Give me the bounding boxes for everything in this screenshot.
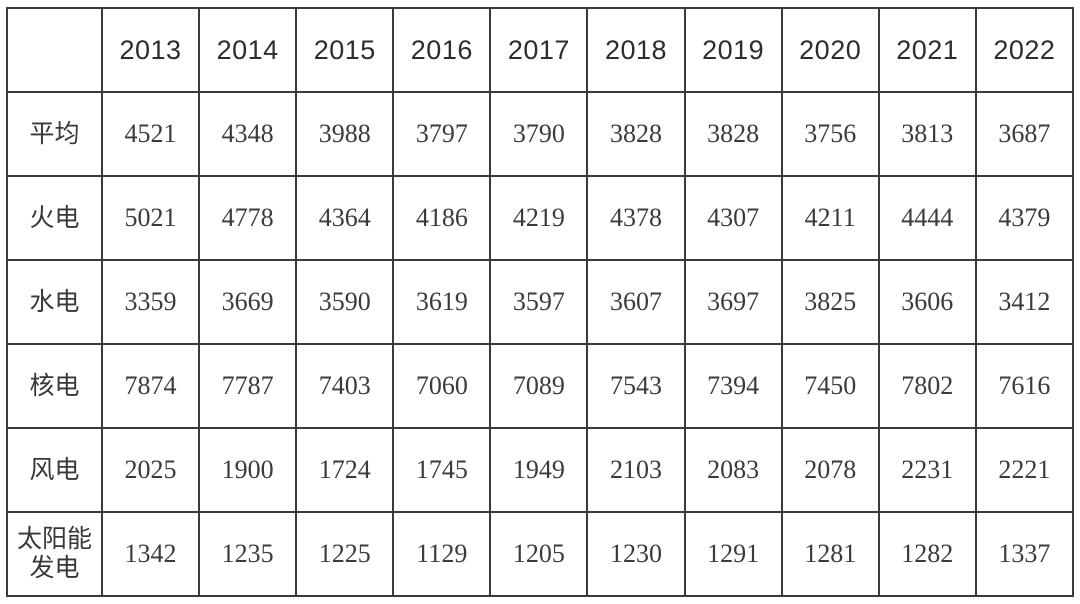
data-cell: 1129 — [392, 511, 492, 597]
data-cell: 4521 — [100, 91, 201, 177]
data-cell: 4378 — [586, 175, 686, 261]
year-header: 2016 — [392, 7, 492, 93]
row-label: 太阳能 发电 — [6, 511, 103, 597]
data-cell: 3790 — [489, 91, 589, 177]
data-cell: 7543 — [586, 343, 686, 429]
table-row: 平均 4521 4348 3988 3797 3790 3828 3828 3756 3813 36… — [6, 91, 1075, 177]
year-header: 2019 — [683, 7, 783, 93]
data-cell: 3359 — [100, 259, 201, 345]
data-cell: 1235 — [198, 511, 298, 597]
data-cell: 4211 — [780, 175, 880, 261]
data-cell: 3687 — [974, 91, 1075, 177]
row-label: 水电 — [6, 259, 103, 345]
data-cell: 7060 — [392, 343, 492, 429]
year-header: 2021 — [877, 7, 977, 93]
data-cell: 3988 — [295, 91, 395, 177]
data-cell: 7403 — [295, 343, 395, 429]
table-row: 核电 7874 7787 7403 7060 7089 7543 7394 7450 7802 76… — [6, 343, 1075, 429]
data-cell: 1745 — [392, 427, 492, 513]
data-cell: 1291 — [683, 511, 783, 597]
data-cell: 2221 — [974, 427, 1075, 513]
data-cell: 2078 — [780, 427, 880, 513]
data-cell: 3828 — [586, 91, 686, 177]
data-cell: 3619 — [392, 259, 492, 345]
year-header: 2020 — [780, 7, 880, 93]
data-cell: 3606 — [877, 259, 977, 345]
data-cell: 2083 — [683, 427, 783, 513]
row-label: 核电 — [6, 343, 103, 429]
data-cell: 2103 — [586, 427, 686, 513]
data-cell: 7802 — [877, 343, 977, 429]
table-row: 太阳能 发电 1342 1235 1225 1129 1205 1230 1291 1281 12… — [6, 511, 1075, 597]
row-label: 平均 — [6, 91, 103, 177]
table-head-row: 2013 2014 2015 2016 2017 2018 2019 2020 2021 2022 — [6, 7, 1075, 93]
data-cell: 4444 — [877, 175, 977, 261]
row-label: 火电 — [6, 175, 103, 261]
year-header: 2014 — [198, 7, 298, 93]
data-cell: 3797 — [392, 91, 492, 177]
data-cell: 3669 — [198, 259, 298, 345]
data-cell: 1230 — [586, 511, 686, 597]
data-cell: 3756 — [780, 91, 880, 177]
data-cell: 1281 — [780, 511, 880, 597]
data-cell: 7089 — [489, 343, 589, 429]
table-body: 平均 4521 4348 3988 3797 3790 3828 3828 3756 3813 36… — [6, 91, 1075, 597]
year-header: 2018 — [586, 7, 686, 93]
data-cell: 1337 — [974, 511, 1075, 597]
data-cell: 7616 — [974, 343, 1075, 429]
data-cell: 1900 — [198, 427, 298, 513]
data-cell: 4778 — [198, 175, 298, 261]
row-label: 风电 — [6, 427, 103, 513]
data-cell: 3828 — [683, 91, 783, 177]
data-cell: 1205 — [489, 511, 589, 597]
data-cell: 4307 — [683, 175, 783, 261]
data-cell: 3412 — [974, 259, 1075, 345]
data-cell: 1724 — [295, 427, 395, 513]
data-cell: 4364 — [295, 175, 395, 261]
data-cell: 7450 — [780, 343, 880, 429]
table-row: 火电 5021 4778 4364 4186 4219 4378 4307 4211 4444 43… — [6, 175, 1075, 261]
year-header: 2015 — [295, 7, 395, 93]
data-cell: 1282 — [877, 511, 977, 597]
corner-cell — [6, 7, 103, 93]
data-cell: 4186 — [392, 175, 492, 261]
data-cell: 3697 — [683, 259, 783, 345]
data-cell: 3607 — [586, 259, 686, 345]
table-row: 水电 3359 3669 3590 3619 3597 3607 3697 3825 3606 34… — [6, 259, 1075, 345]
data-cell: 3813 — [877, 91, 977, 177]
data-cell: 1225 — [295, 511, 395, 597]
data-cell: 7394 — [683, 343, 783, 429]
data-cell: 2231 — [877, 427, 977, 513]
data-cell: 1342 — [100, 511, 201, 597]
year-header: 2013 — [100, 7, 201, 93]
data-cell: 3590 — [295, 259, 395, 345]
data-cell: 5021 — [100, 175, 201, 261]
data-cell: 4219 — [489, 175, 589, 261]
data-cell: 1949 — [489, 427, 589, 513]
data-table: 2013 2014 2015 2016 2017 2018 2019 2020 2021 2022… — [6, 7, 1075, 597]
year-header: 2017 — [489, 7, 589, 93]
table-row: 风电 2025 1900 1724 1745 1949 2103 2083 2078 2231 22… — [6, 427, 1075, 513]
year-header: 2022 — [974, 7, 1075, 93]
data-cell: 7787 — [198, 343, 298, 429]
data-cell: 3825 — [780, 259, 880, 345]
data-cell: 3597 — [489, 259, 589, 345]
data-cell: 7874 — [100, 343, 201, 429]
data-cell: 2025 — [100, 427, 201, 513]
data-cell: 4348 — [198, 91, 298, 177]
data-cell: 4379 — [974, 175, 1075, 261]
